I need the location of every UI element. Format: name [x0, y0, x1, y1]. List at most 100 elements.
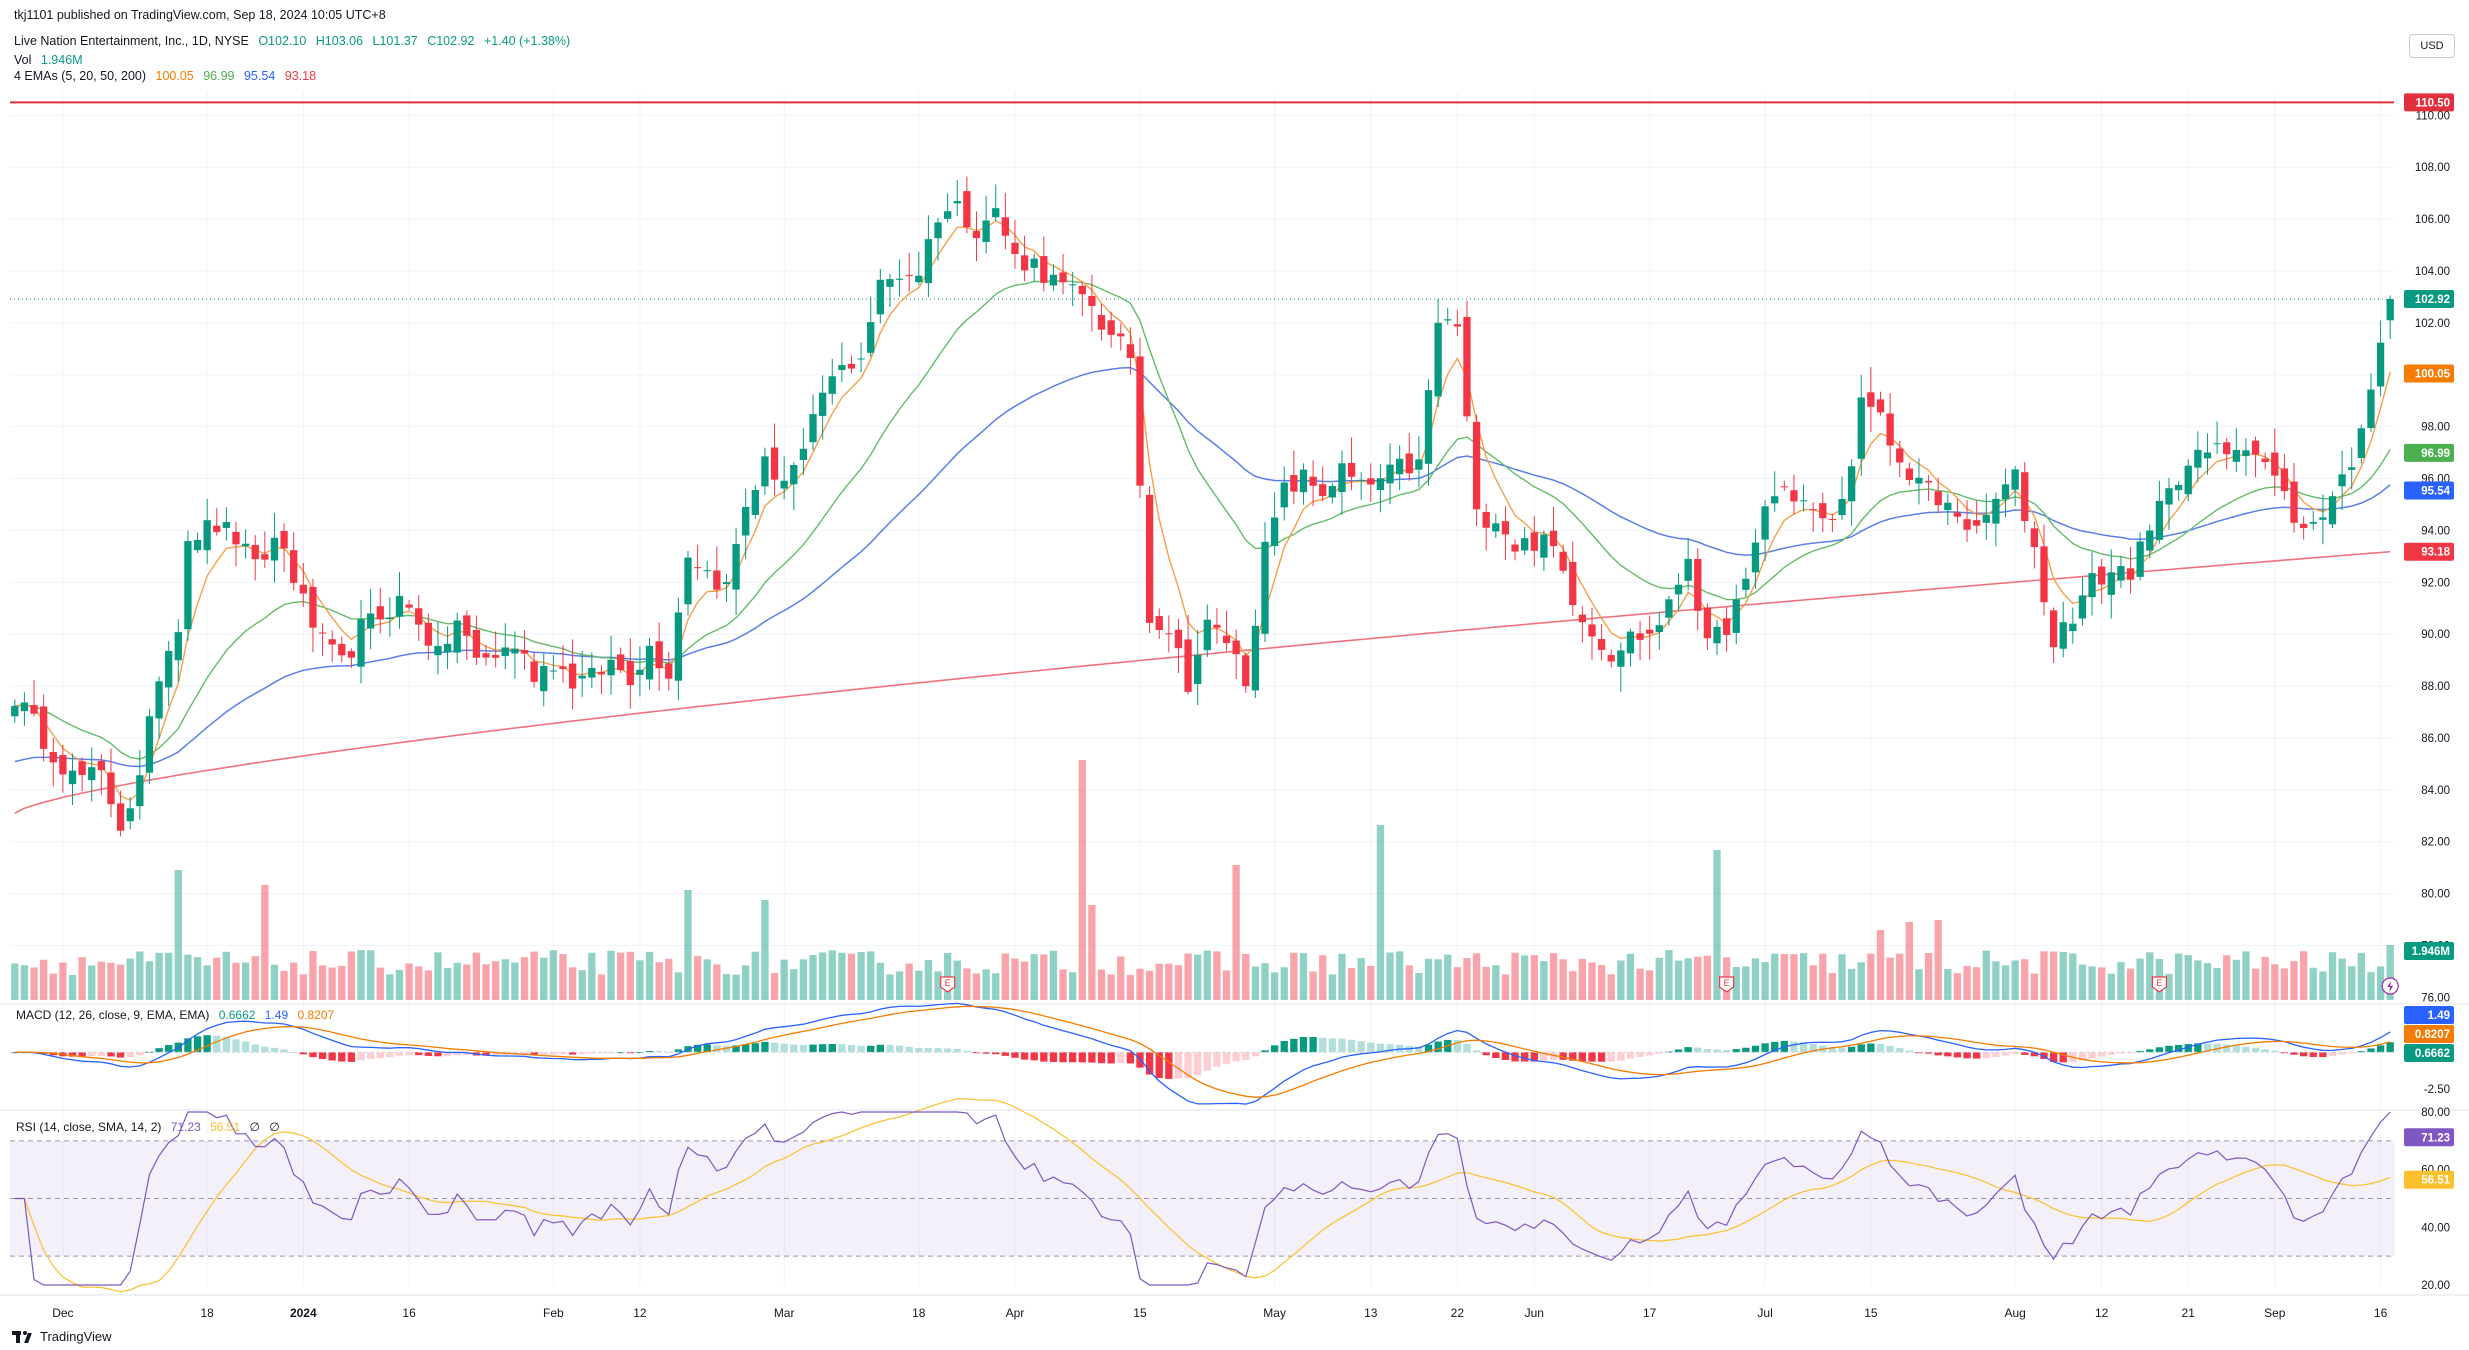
- volume-bar: [559, 954, 567, 1000]
- volume-bar: [155, 952, 163, 1000]
- macd-hist-bar: [665, 1051, 673, 1053]
- volume-bar: [1078, 760, 1086, 1000]
- candle-body: [20, 702, 29, 712]
- macd-hist-bar: [934, 1048, 942, 1053]
- macd-hist-bar: [328, 1052, 336, 1061]
- volume-bar: [165, 952, 173, 1000]
- macd-hist-bar: [232, 1039, 240, 1053]
- volume-bar: [405, 963, 413, 1000]
- macd-hist-tag-text: 0.6662: [2415, 1048, 2450, 1060]
- candle-body: [1684, 558, 1692, 581]
- macd-signal-value: 0.8207: [297, 1008, 335, 1022]
- candle-body: [2069, 623, 2077, 631]
- earnings-badge: [1719, 976, 1735, 993]
- volume-bar: [1732, 966, 1740, 1000]
- candle-body: [1001, 217, 1010, 236]
- volume-bar: [482, 964, 490, 1000]
- candle-body: [915, 275, 923, 283]
- volume-bar: [1270, 972, 1279, 1000]
- candle-body: [68, 770, 77, 785]
- candle-body: [2251, 440, 2260, 455]
- volume-bar: [1847, 968, 1856, 1000]
- macd-hist-bar: [1232, 1052, 1240, 1062]
- candle-body: [1597, 639, 1606, 650]
- macd-hist-bar: [68, 1052, 77, 1057]
- volume-bar: [20, 965, 29, 1000]
- macd-hist-bar: [1203, 1052, 1211, 1071]
- macd-hist-tag: 0.6662: [2404, 1044, 2454, 1062]
- time-tick-label: Apr: [1006, 1306, 1025, 1320]
- candle-body: [1867, 392, 1875, 407]
- macd-hist-bar: [1761, 1043, 1769, 1053]
- ema200-price-tag: 93.18: [2404, 542, 2454, 561]
- volume-bar: [2242, 951, 2250, 1000]
- currency-button[interactable]: USD: [2409, 34, 2455, 58]
- rsi-ma-tag: 56.51: [2404, 1170, 2454, 1189]
- ema5-line: [14, 220, 2391, 801]
- macd-hist-bar: [953, 1048, 961, 1053]
- volume-bar: [520, 957, 529, 1000]
- price-tick-label: 102.00: [2415, 318, 2450, 330]
- candle-body: [155, 681, 163, 719]
- volume-bar: [1357, 958, 1365, 1000]
- candle-body: [2386, 299, 2394, 321]
- macd-hist-bar: [2107, 1052, 2115, 1055]
- candles: [11, 176, 2394, 837]
- time-tick-label: 16: [2374, 1306, 2388, 1320]
- volume-bar: [1001, 953, 1010, 1000]
- candle-body: [1934, 491, 1942, 506]
- volume-bar: [1934, 920, 1942, 1000]
- candle-body: [540, 665, 548, 692]
- volume-bar: [78, 957, 86, 1000]
- volume-bar: [1020, 961, 1029, 1000]
- candle-body: [107, 772, 115, 805]
- volume-bar: [1886, 957, 1894, 1000]
- candle-body: [578, 675, 586, 679]
- macd-hist-bar: [1857, 1044, 1865, 1053]
- macd-hist-bar: [617, 1052, 625, 1054]
- macd-hist-bar: [1194, 1052, 1202, 1076]
- volume-bar: [1299, 953, 1308, 1000]
- volume-bar: [1069, 972, 1077, 1000]
- macd-hist-bar: [222, 1036, 231, 1053]
- macd-hist-bar: [1886, 1045, 1894, 1053]
- candle-body: [1809, 509, 1817, 511]
- macd-hist-bar: [1049, 1052, 1058, 1062]
- ema20-price-tag-bg: [2404, 443, 2454, 462]
- volume-bar: [1944, 968, 1952, 1000]
- lightning-bolt: [2387, 981, 2394, 992]
- macd-hist-bar: [1011, 1052, 1019, 1058]
- candle-body: [1395, 458, 1404, 475]
- candle-body: [2328, 496, 2337, 525]
- volume-bar: [1742, 966, 1750, 1000]
- macd-hist-bar: [1472, 1050, 1481, 1053]
- volume-bar: [1174, 965, 1183, 1000]
- macd-hist-bar: [1126, 1052, 1135, 1064]
- volume-bar: [2338, 958, 2346, 1000]
- candle-body: [972, 231, 981, 239]
- macd-hist-bar: [2136, 1050, 2144, 1053]
- candle-body: [232, 531, 240, 545]
- volume-bar: [1540, 961, 1548, 1000]
- volume-bar: [905, 963, 913, 1000]
- rsi-tag-text: 71.23: [2421, 1132, 2450, 1144]
- volume-bar: [492, 961, 500, 1000]
- candle-body: [1876, 399, 1885, 413]
- time-tick-label: 16: [402, 1306, 416, 1320]
- macd-hist-bar: [453, 1052, 461, 1056]
- ema20-price-tag-text: 96.99: [2421, 448, 2450, 460]
- macd-hist-bar: [2155, 1047, 2164, 1053]
- candle-body: [376, 606, 384, 620]
- macd-tick-label: -2.50: [2424, 1084, 2450, 1096]
- candle-body: [1569, 561, 1577, 606]
- macd-hist-bar: [2251, 1047, 2260, 1053]
- volume-bar: [501, 959, 509, 1000]
- macd-hist-bar: [463, 1052, 471, 1055]
- macd-hist-bar: [1617, 1052, 1625, 1061]
- macd-hist-bar: [2001, 1052, 2010, 1056]
- volume-bar: [357, 950, 365, 1000]
- macd-hist-bar: [88, 1052, 96, 1057]
- volume-bar: [376, 967, 384, 1000]
- volume-bar: [1434, 959, 1442, 1000]
- macd-hist-bar: [2117, 1052, 2125, 1054]
